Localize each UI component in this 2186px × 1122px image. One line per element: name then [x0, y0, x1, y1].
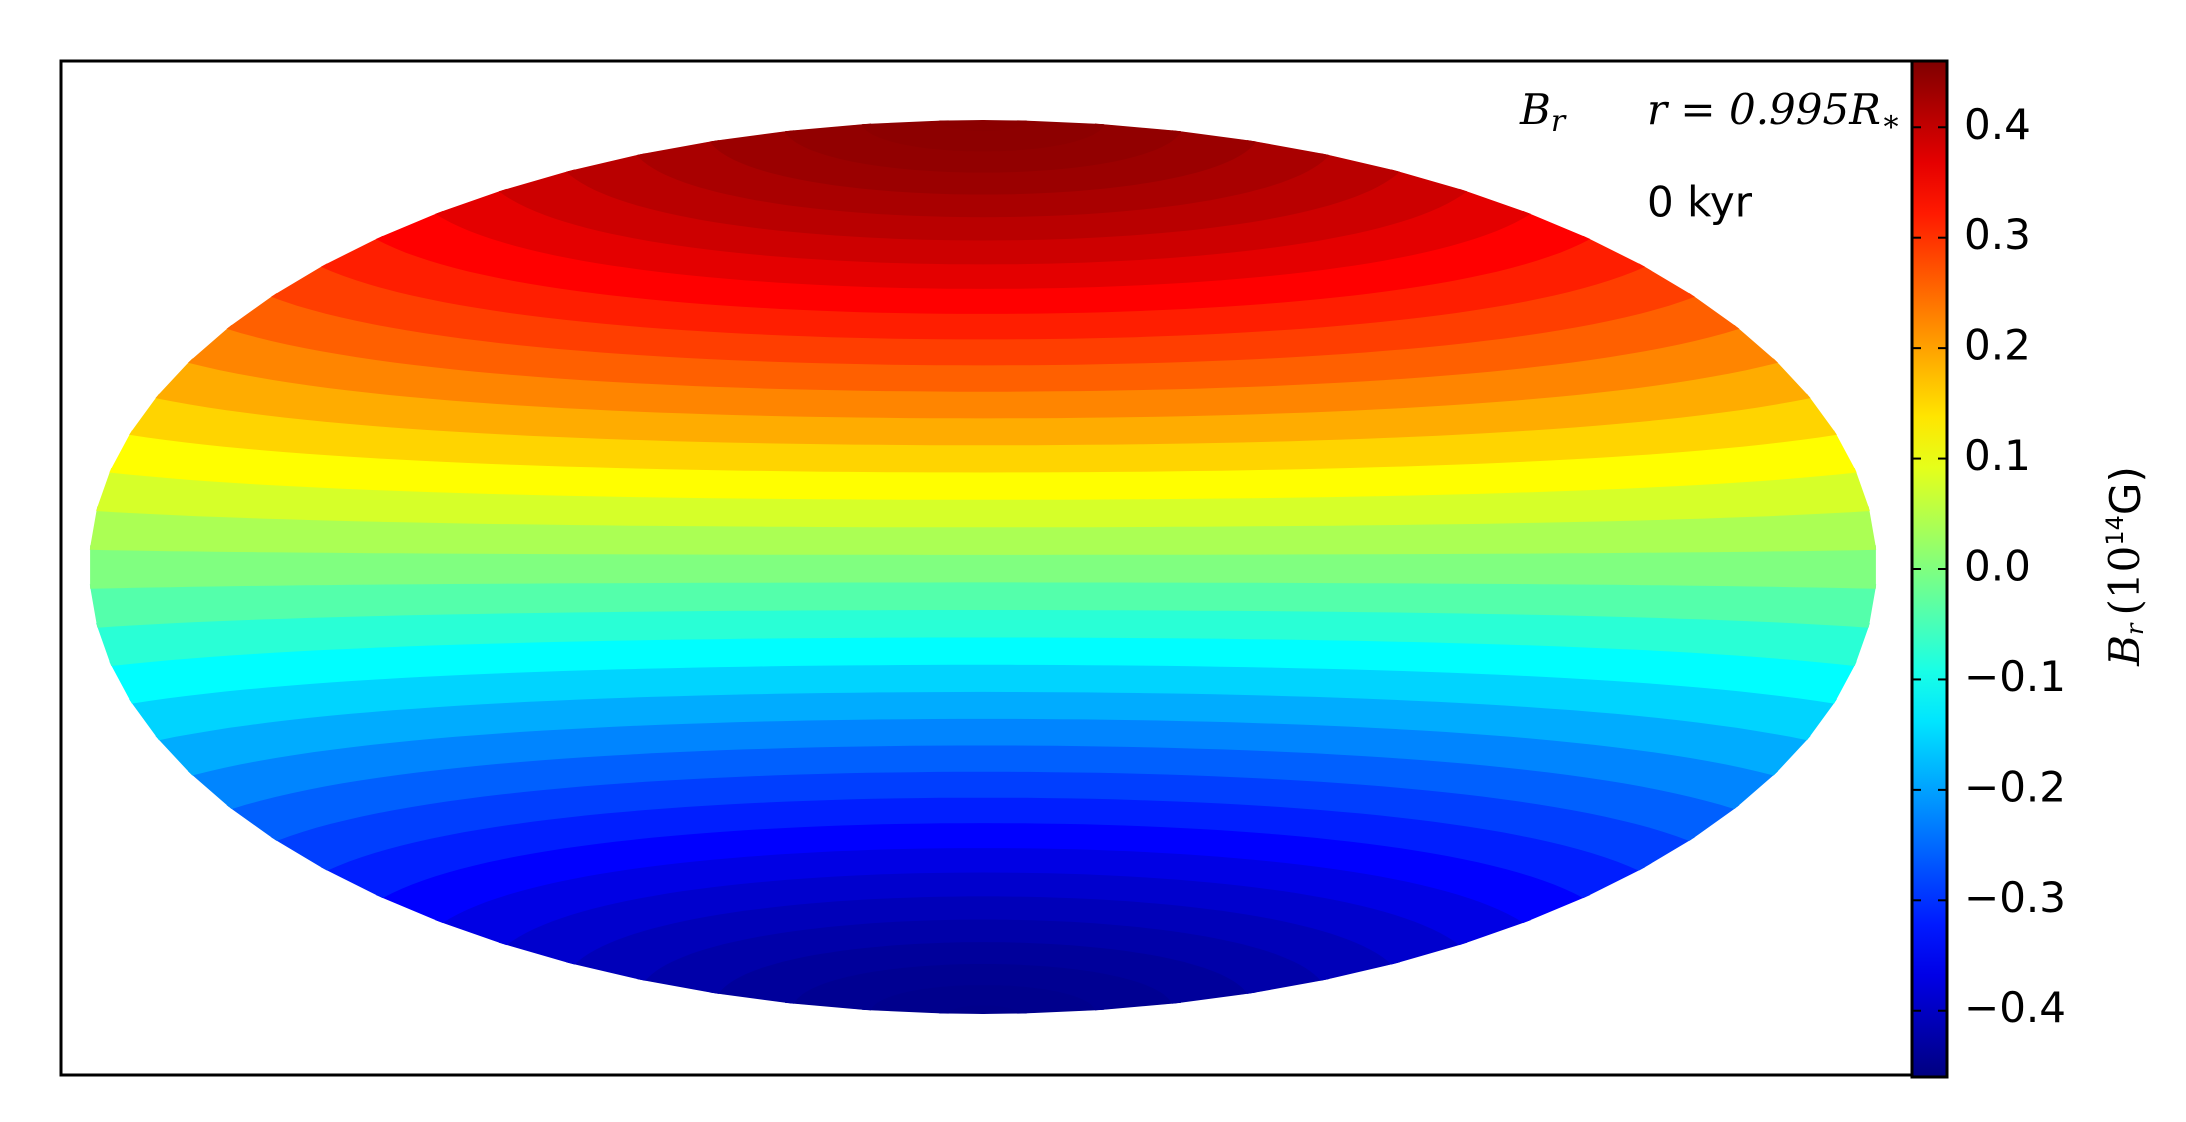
colorbar-tick-label: −0.3: [1964, 873, 2066, 922]
field-band: [435, 845, 1531, 946]
colorbar-tick-label: 0.2: [1964, 321, 2031, 370]
text: r = 0.995R: [1647, 85, 1881, 134]
colorbar-tick-label: −0.4: [1964, 983, 2066, 1032]
subscript: r: [2121, 622, 2149, 635]
field-band: [784, 961, 1182, 1011]
colorbar-tick-label: 0.4: [1964, 100, 2031, 149]
field-band: [435, 188, 1531, 289]
field-band: [96, 606, 1870, 666]
field-band: [89, 506, 1877, 555]
field-band: [320, 235, 1646, 340]
field-band: [129, 661, 1837, 741]
field-band: [636, 916, 1330, 994]
subscript: r: [1551, 104, 1567, 139]
field-band: [89, 579, 1877, 628]
colorbar-tick-label: 0.3: [1964, 210, 2031, 259]
field-band: [566, 893, 1400, 981]
subscript: ∗: [1881, 104, 1901, 139]
field-band: [861, 120, 1105, 152]
exponent: 14: [2101, 515, 2129, 546]
colorbar-tick-label: −0.1: [1964, 652, 2066, 701]
unit: (10: [2100, 546, 2149, 616]
field-band: [375, 211, 1591, 314]
field-band: [226, 742, 1740, 841]
field-band: [709, 130, 1257, 195]
field-band: [109, 430, 1857, 500]
field-band: [498, 169, 1468, 265]
field-band: [566, 153, 1400, 241]
field-band: [90, 545, 1876, 589]
field-band: [498, 869, 1468, 965]
colorbar-tick-label: 0.0: [1964, 542, 2031, 591]
map: [89, 120, 1877, 1014]
field-band: [129, 393, 1837, 473]
field-band: [155, 358, 1811, 446]
field-band: [861, 982, 1105, 1014]
field-band: [375, 820, 1591, 923]
field-band: [636, 140, 1330, 218]
annotation: 0 kyr: [1647, 178, 1753, 227]
field-band: [187, 324, 1779, 419]
annotation: r = 0.995R∗: [1647, 85, 1901, 139]
colorbar-tick-label: 0.1: [1964, 431, 2031, 480]
field-band: [320, 794, 1646, 899]
field-band: [226, 293, 1740, 392]
colorbar-tick-label: −0.2: [1964, 762, 2066, 811]
colorbar-label: Br (1014G): [2100, 466, 2150, 667]
field-band: [109, 634, 1857, 704]
field-band: [270, 263, 1696, 366]
unit: G): [2101, 466, 2150, 515]
field-band: [270, 768, 1696, 871]
field-band: [939, 120, 1027, 132]
field-band: [187, 715, 1779, 810]
field-band: [155, 688, 1811, 776]
symbol: B: [1519, 85, 1551, 134]
field-band: [709, 939, 1257, 1004]
symbol: B: [2100, 635, 2149, 667]
annotation: Br: [1519, 85, 1567, 139]
